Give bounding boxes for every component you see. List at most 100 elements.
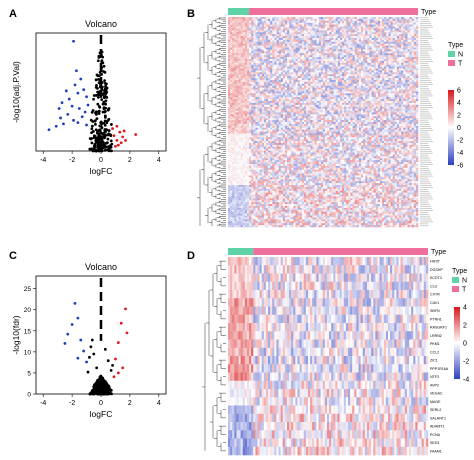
gene-label: MAGE xyxy=(430,400,441,404)
row-dendrogram xyxy=(197,17,226,227)
ns-point xyxy=(99,149,103,153)
colorbar-tick-label: -2 xyxy=(463,359,469,366)
up-point xyxy=(114,144,117,148)
up-point xyxy=(124,307,127,311)
volcano-plot-a: Volcano -4 -2 0 2 4 logFC -log10(adj.P.Val) xyxy=(11,19,167,176)
ns-point xyxy=(88,355,91,359)
ns-point xyxy=(94,78,98,82)
down-point xyxy=(70,323,74,326)
ns-point xyxy=(96,59,100,63)
y-tick-label: 25 xyxy=(24,286,32,293)
gene-label: ZIC1 xyxy=(430,359,438,363)
ns-point xyxy=(96,148,100,152)
gene-label: CLU xyxy=(430,284,438,288)
ns-point xyxy=(107,107,111,110)
annotation-n xyxy=(228,8,250,15)
down-point xyxy=(66,332,70,336)
x-tick-label: -2 xyxy=(69,400,75,407)
gene-label: CAV1 xyxy=(430,301,439,305)
ns-point xyxy=(103,123,107,127)
panel-letter-b: B xyxy=(187,8,195,20)
x-tick-label: 4 xyxy=(157,400,161,407)
down-point xyxy=(76,316,80,320)
ns-point xyxy=(102,106,106,110)
ns-point xyxy=(98,85,102,89)
colorbar-tick-label: 0 xyxy=(463,341,467,348)
ns-point xyxy=(101,388,105,391)
up-point xyxy=(125,331,129,335)
ns-point xyxy=(103,135,107,138)
ns-point xyxy=(98,74,101,77)
gene-label: PPP1R16A xyxy=(430,367,449,371)
panel-letter-c: C xyxy=(9,250,17,262)
heatmap-cells xyxy=(228,17,419,228)
annotation-t xyxy=(249,8,418,15)
down-point xyxy=(60,101,64,105)
x-tick-label: -2 xyxy=(69,157,75,164)
up-point xyxy=(115,124,119,128)
colorbar-tick-label: 4 xyxy=(457,100,461,107)
ns-point xyxy=(96,378,100,382)
ns-point xyxy=(96,96,100,99)
ns-point xyxy=(95,388,99,392)
colorbar-tick-label: 6 xyxy=(457,88,461,95)
up-point xyxy=(112,134,116,138)
ns-point xyxy=(95,117,99,121)
gene-label: SALANT1 xyxy=(430,416,446,420)
ns-point xyxy=(96,90,99,94)
row-dendrogram xyxy=(202,260,226,452)
down-point xyxy=(63,342,67,345)
ns-point xyxy=(98,392,102,396)
down-point xyxy=(75,69,78,73)
ns-point xyxy=(95,83,98,87)
colorbar-tick-label: 2 xyxy=(463,323,467,330)
ns-point xyxy=(94,112,98,116)
up-point xyxy=(122,129,126,133)
gene-label: PTRH1 xyxy=(430,317,442,321)
ns-point xyxy=(103,110,107,114)
ns-point xyxy=(92,94,96,97)
down-point xyxy=(76,91,80,95)
volcano-title: Volcano xyxy=(85,262,117,272)
y-tick-label: 15 xyxy=(24,328,32,335)
heatmap-d: Type HIF3T DGSHP KCDT3 CLU CXTR CAV1 SBFN PTRH1 R… xyxy=(190,245,474,460)
down-point xyxy=(82,349,86,353)
down-point xyxy=(64,89,68,93)
ns-point xyxy=(98,128,101,132)
volcano-plot-c: Volcano -4 -2 0 2 4 0 5 10 15 20 25 logFC -log10(fdr) xyxy=(11,262,167,419)
ns-point xyxy=(90,141,94,145)
ns-point xyxy=(109,369,113,372)
up-point xyxy=(116,143,120,147)
ns-point xyxy=(94,128,98,132)
gene-label: DGSHP xyxy=(430,268,443,272)
ns-point xyxy=(102,64,106,68)
ns-point xyxy=(96,102,100,106)
heatmap-cells xyxy=(228,257,429,456)
legend-label: T xyxy=(458,61,463,68)
ns-point xyxy=(91,109,95,112)
ns-point xyxy=(92,392,96,396)
ns-point xyxy=(90,124,94,128)
down-point xyxy=(70,104,74,108)
up-point xyxy=(119,321,123,325)
heatmap-b: Type Type N T 6 4 2 0 -2 -4 -6 xyxy=(190,5,474,230)
ns-point xyxy=(103,91,106,94)
down-point xyxy=(85,95,88,99)
panel-letter-a: A xyxy=(9,8,17,20)
x-axis-label: logFC xyxy=(90,166,113,176)
down-point xyxy=(85,360,88,364)
ns-point xyxy=(88,147,92,151)
ns-point xyxy=(107,388,111,392)
ns-point xyxy=(94,122,97,126)
ns-point xyxy=(97,93,101,97)
down-point xyxy=(76,121,80,125)
ns-point xyxy=(103,79,107,83)
gene-label: PCNA xyxy=(430,433,441,437)
y-axis-label: -log10(fdr) xyxy=(11,315,21,354)
y-axis-label: -log10(adj.P.Val) xyxy=(11,61,21,123)
legend-label: N xyxy=(462,278,467,285)
ns-point xyxy=(99,378,103,381)
ns-point xyxy=(92,352,96,356)
down-point xyxy=(83,110,87,114)
ns-point xyxy=(93,389,97,393)
